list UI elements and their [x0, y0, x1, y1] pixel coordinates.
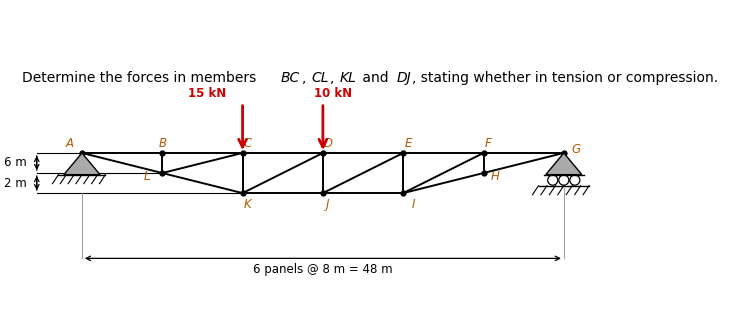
Text: L: L	[144, 169, 151, 182]
Text: KL: KL	[340, 71, 357, 85]
Text: K: K	[244, 198, 251, 211]
Text: A: A	[66, 137, 74, 150]
Text: CL: CL	[311, 71, 329, 85]
Text: F: F	[485, 137, 492, 150]
Text: 2 m: 2 m	[4, 176, 27, 190]
Text: 10 kN: 10 kN	[314, 87, 352, 100]
Polygon shape	[545, 153, 582, 175]
Text: ,: ,	[330, 71, 339, 85]
Text: I: I	[412, 198, 415, 211]
Polygon shape	[64, 153, 100, 175]
Text: E: E	[404, 137, 412, 150]
Text: B: B	[158, 137, 166, 150]
Text: H: H	[491, 169, 500, 182]
Text: G: G	[571, 143, 580, 157]
Text: ,: ,	[302, 71, 310, 85]
Text: , stating whether in tension or compression.: , stating whether in tension or compress…	[412, 71, 718, 85]
Text: 15 kN: 15 kN	[188, 87, 227, 100]
Text: J: J	[326, 198, 330, 211]
Text: and: and	[358, 71, 393, 85]
Text: D: D	[324, 137, 333, 150]
Text: Determine the forces in members: Determine the forces in members	[21, 71, 260, 85]
Text: 6 panels @ 8 m = 48 m: 6 panels @ 8 m = 48 m	[253, 263, 392, 276]
Text: BC: BC	[281, 71, 300, 85]
Text: 6 m: 6 m	[4, 157, 27, 169]
Text: DJ: DJ	[396, 71, 411, 85]
Text: C: C	[243, 137, 252, 150]
